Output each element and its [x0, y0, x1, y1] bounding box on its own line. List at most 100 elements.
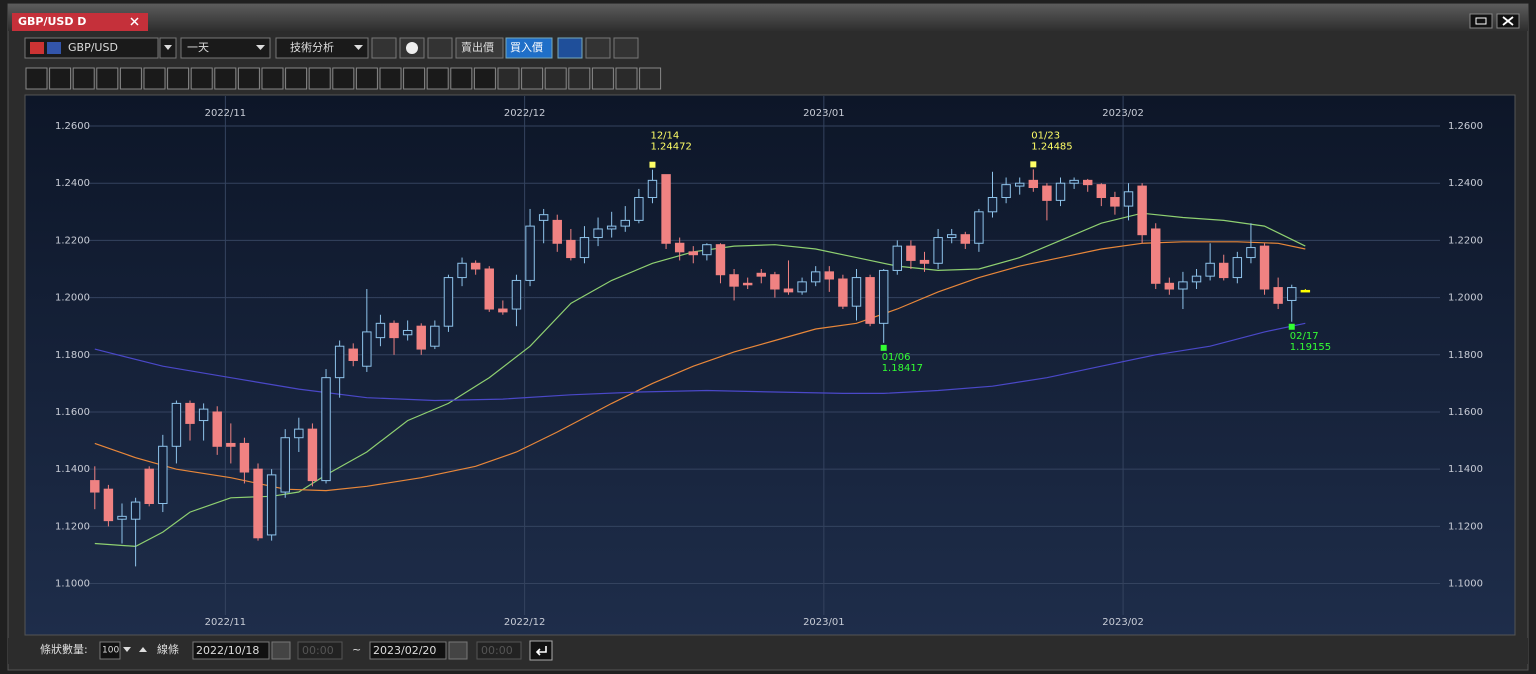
y-tick-label: 1.1800 [55, 350, 90, 361]
candle-body [674, 242, 685, 253]
candle-body [919, 259, 930, 264]
tab-title: GBP/USD D [18, 15, 86, 28]
info-icon [406, 42, 418, 54]
tool-button[interactable] [355, 67, 378, 90]
candle-body [1164, 282, 1175, 290]
candle-body [266, 474, 277, 536]
candle-body [389, 322, 399, 339]
tool-button[interactable] [450, 67, 473, 90]
tool-button[interactable] [143, 67, 166, 90]
tool-button[interactable] [403, 67, 426, 90]
period-select[interactable] [180, 37, 271, 59]
tool-button[interactable] [96, 67, 119, 90]
candle-body [824, 271, 835, 280]
zoom-in-button[interactable] [613, 37, 639, 59]
candle-body [1232, 257, 1243, 279]
tab[interactable] [12, 13, 148, 31]
candle-body [620, 219, 630, 227]
chart-type-button[interactable] [427, 37, 453, 59]
tool-button[interactable] [49, 67, 72, 90]
tool-button[interactable] [473, 67, 496, 90]
analysis-select[interactable] [275, 37, 369, 59]
analysis: 技術分析 [290, 40, 334, 54]
draw-button[interactable] [371, 37, 397, 59]
ask-button[interactable] [505, 37, 553, 59]
tool-button[interactable] [568, 67, 591, 90]
tool-button[interactable] [332, 67, 355, 90]
candle-body [715, 244, 726, 276]
candle-body [634, 197, 644, 221]
tool-button[interactable] [167, 67, 190, 90]
to-date-input[interactable] [369, 641, 447, 660]
from-time-input[interactable] [297, 641, 343, 660]
candle-body [987, 197, 998, 213]
candle-body [933, 237, 943, 264]
candle-body [810, 271, 821, 283]
annotation-value: 1.19155 [1290, 342, 1331, 353]
candle-body [946, 234, 957, 239]
tool-button[interactable] [214, 67, 237, 90]
chart-area [24, 94, 1516, 636]
candle-body [1205, 262, 1215, 277]
candle-body [538, 214, 549, 221]
spin-icon[interactable] [123, 647, 147, 652]
candle-body [1028, 179, 1039, 189]
tool-button[interactable] [544, 67, 567, 90]
calendar-button[interactable] [448, 641, 468, 660]
candle-body [103, 488, 114, 522]
apply-button[interactable] [529, 640, 553, 661]
tool-button[interactable] [119, 67, 142, 90]
candle-body [1151, 228, 1161, 284]
tool-button[interactable] [72, 67, 95, 90]
tab-close[interactable] [130, 17, 139, 26]
candle-body [661, 174, 671, 244]
candle-body [1042, 185, 1052, 201]
x-tick-label: 2023/02 [1102, 617, 1144, 628]
tool-button[interactable] [639, 67, 662, 90]
candle-body [1069, 179, 1079, 184]
count-input[interactable] [99, 641, 121, 660]
candle-body [470, 262, 481, 270]
candle-body [566, 239, 576, 259]
candle-body [280, 437, 290, 493]
tool-button[interactable] [379, 67, 402, 90]
from-date-input[interactable] [192, 641, 270, 660]
to-date: 2023/02/20 [373, 644, 436, 657]
y-tick-label: 1.2000 [55, 293, 90, 304]
zoom-out-button[interactable] [585, 37, 611, 59]
calendar-button[interactable] [271, 641, 291, 660]
candle-body [1083, 179, 1093, 186]
x-tick-label: 2022/11 [205, 617, 247, 628]
to-time-input[interactable] [476, 641, 522, 660]
tool-button[interactable] [237, 67, 260, 90]
tool-button[interactable] [521, 67, 544, 90]
count-label: 條狀數量: [40, 642, 88, 656]
maximize-button[interactable] [1469, 13, 1493, 29]
y-tick-label: 1.2000 [1448, 293, 1483, 304]
candle-body [1096, 184, 1107, 199]
candle-body [498, 308, 508, 313]
arrow-icon [164, 45, 172, 50]
close-icon [1502, 16, 1514, 26]
tool-button[interactable] [308, 67, 331, 90]
tool-button[interactable] [190, 67, 213, 90]
candle-body [1246, 247, 1256, 259]
tool-button[interactable] [497, 67, 520, 90]
tool-button[interactable] [261, 67, 284, 90]
candle-body [525, 225, 535, 281]
x-tick-label: 2022/11 [205, 108, 247, 119]
tool-button[interactable] [285, 67, 308, 90]
plot: 1.1000 1.1000 1.1200 1.1200 1.1400 1.1400 1.16… [55, 96, 1483, 628]
tool-button[interactable] [25, 67, 48, 90]
tool-button[interactable] [591, 67, 614, 90]
candle-body [1014, 182, 1025, 187]
tool-button[interactable] [615, 67, 638, 90]
tool-button[interactable] [426, 67, 449, 90]
candle-body [702, 244, 712, 256]
candle-body [1191, 275, 1202, 283]
indicator-button[interactable] [557, 37, 583, 59]
moving-average [94, 241, 1306, 492]
candle-body [321, 377, 331, 482]
bid-button[interactable] [455, 37, 504, 59]
candle-body [1110, 197, 1120, 207]
